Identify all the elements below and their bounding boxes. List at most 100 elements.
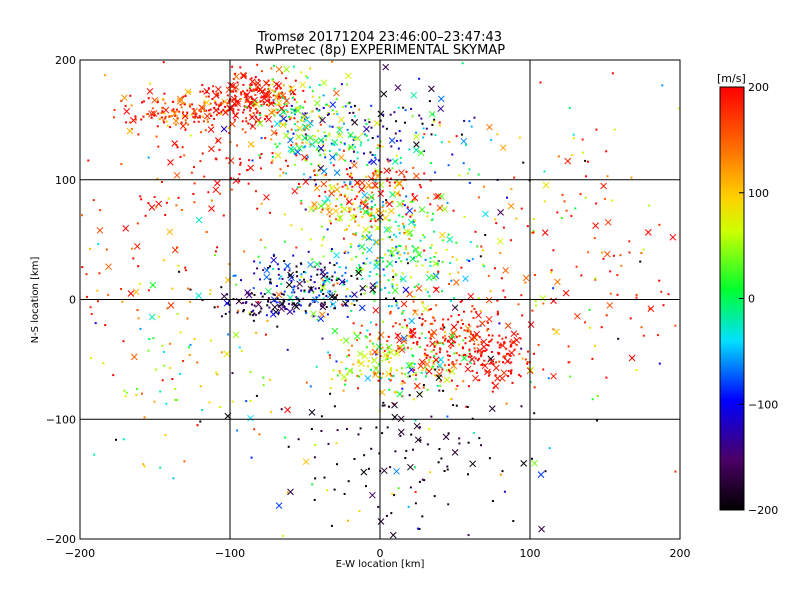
data-point-dot (277, 268, 280, 270)
data-point-cross (592, 222, 599, 229)
data-point-dot (347, 349, 350, 352)
data-point-dot (421, 264, 424, 267)
data-point-dot (412, 300, 415, 303)
data-point-dot (326, 228, 329, 231)
data-point-dot (338, 126, 341, 129)
data-point-dot (328, 125, 331, 128)
data-point-dot (271, 152, 274, 155)
data-point-dot (399, 139, 402, 142)
data-point-dot (399, 434, 402, 437)
data-point-dot (439, 384, 442, 387)
data-point-dot (678, 107, 681, 110)
data-point-dot (511, 381, 514, 384)
data-point-dot (252, 309, 255, 312)
data-point-cross (371, 182, 379, 189)
data-point-dot (253, 272, 256, 275)
data-point-dot (482, 263, 485, 266)
data-point-dot (286, 130, 289, 133)
data-point-dot (239, 66, 242, 69)
data-point-dot (199, 160, 202, 163)
data-point-dot (376, 135, 379, 138)
x-tick-label: −200 (65, 547, 95, 560)
data-point-dot (256, 207, 259, 210)
data-point-dot (379, 140, 382, 143)
data-point-dot (371, 137, 374, 139)
data-point-dot (531, 309, 534, 312)
data-point-dot (398, 323, 401, 326)
data-point-cross (342, 337, 350, 344)
data-point-dot (352, 202, 354, 205)
data-point-cross (448, 368, 456, 375)
data-point-dot (250, 95, 253, 98)
data-point-dot (340, 339, 343, 341)
data-point-dot (266, 319, 269, 322)
data-point-cross (499, 144, 507, 152)
data-point-dot (431, 322, 434, 325)
data-point-cross (377, 209, 385, 217)
data-point-dot (374, 203, 377, 206)
colorbar-tick-label: 200 (748, 81, 769, 94)
data-point-dot (248, 159, 251, 162)
data-point-dot (425, 127, 428, 130)
data-point-dot (346, 185, 349, 188)
data-point-dot (283, 268, 286, 271)
data-point-cross (166, 228, 174, 236)
data-point-dot (161, 181, 163, 183)
data-point-cross (150, 110, 158, 117)
data-point-dot (434, 171, 437, 174)
data-point-dot (409, 215, 412, 218)
data-point-dot (353, 150, 355, 153)
data-point-dot (520, 347, 523, 350)
data-point-dot (326, 275, 329, 278)
data-point-dot (335, 198, 338, 201)
data-point-dot (343, 181, 346, 184)
data-point-dot (180, 106, 183, 109)
data-point-dot (418, 480, 421, 483)
data-point-dot (408, 148, 411, 151)
data-point-dot (311, 90, 314, 93)
data-point-dot (298, 183, 300, 185)
data-point-dot (574, 207, 577, 210)
data-point-cross (284, 406, 291, 414)
data-point-dot (332, 164, 335, 167)
data-point-cross (336, 214, 344, 222)
data-point-dot (385, 265, 388, 268)
data-point-cross (413, 141, 420, 148)
data-point-dot (276, 145, 279, 148)
data-point-dot (90, 313, 93, 315)
data-point-dot (252, 287, 255, 290)
data-point-dot (159, 466, 162, 469)
data-point-dot (215, 371, 218, 374)
data-point-cross (208, 205, 215, 212)
data-point-dot (202, 120, 205, 123)
data-point-dot (340, 141, 342, 144)
data-point-dot (296, 275, 299, 278)
data-point-dot (282, 293, 285, 296)
data-point-dot (270, 161, 273, 164)
data-point-cross (411, 194, 419, 202)
data-point-dot (403, 373, 406, 376)
data-point-dot (401, 311, 404, 314)
data-point-dot (501, 337, 504, 340)
data-point-dot (303, 289, 306, 292)
data-point-dot (453, 352, 456, 355)
data-point-dot (153, 114, 156, 117)
data-point-dot (292, 288, 295, 291)
data-point-dot (504, 296, 507, 299)
data-point-dot (280, 408, 283, 411)
data-point-dot (234, 72, 237, 75)
data-point-dot (313, 456, 316, 459)
data-point-cross (520, 460, 528, 467)
data-point-dot (483, 265, 486, 268)
scatter-marks (81, 60, 681, 539)
data-point-dot (667, 293, 670, 296)
data-point-dot (433, 319, 436, 322)
data-point-dot (280, 72, 283, 75)
data-point-dot (411, 213, 414, 216)
data-point-cross (475, 311, 482, 319)
data-point-dot (224, 105, 227, 108)
data-point-dot (552, 287, 555, 290)
data-point-cross (411, 308, 419, 316)
data-point-dot (346, 428, 348, 430)
data-point-cross (600, 182, 607, 190)
